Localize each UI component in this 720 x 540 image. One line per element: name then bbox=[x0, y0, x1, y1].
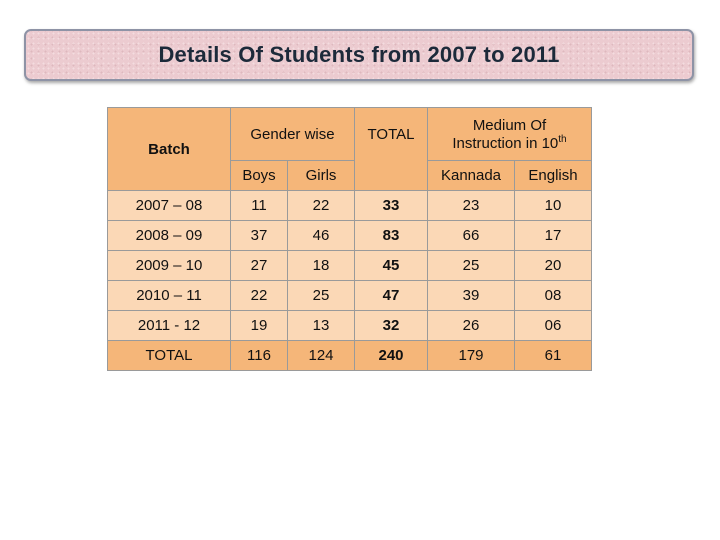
cell-batch: 2011 - 12 bbox=[107, 310, 231, 341]
header-medium: Medium Of Instruction in 10th bbox=[427, 107, 592, 161]
title-banner: Details Of Students from 2007 to 2011 bbox=[24, 29, 694, 81]
cell-kannada: 25 bbox=[427, 250, 515, 281]
header-medium-line1: Medium Of bbox=[472, 116, 547, 134]
cell-batch: 2010 – 11 bbox=[107, 280, 231, 311]
header-medium-line2: Instruction in 10 bbox=[452, 134, 559, 152]
cell-total: 45 bbox=[354, 250, 428, 281]
table-row: 2011 - 12 19 13 32 26 06 bbox=[107, 310, 592, 341]
cell-english: 17 bbox=[514, 220, 592, 251]
cell-total: 32 bbox=[354, 310, 428, 341]
table-subheader-row: Boys Girls Kannada English bbox=[108, 160, 592, 191]
cell-total-boys: 116 bbox=[230, 340, 288, 371]
header-boys: Boys bbox=[230, 160, 288, 191]
cell-total: 47 bbox=[354, 280, 428, 311]
cell-batch: 2007 – 08 bbox=[107, 190, 231, 221]
cell-kannada: 26 bbox=[427, 310, 515, 341]
cell-total: 83 bbox=[354, 220, 428, 251]
cell-girls: 22 bbox=[287, 190, 355, 221]
cell-total-label: TOTAL bbox=[107, 340, 231, 371]
header-total: TOTAL bbox=[354, 107, 428, 161]
cell-girls: 25 bbox=[287, 280, 355, 311]
table-header-row: Batch Gender wise TOTAL Medium Of Instru… bbox=[107, 107, 592, 191]
table-row: 2010 – 11 22 25 47 39 08 bbox=[107, 280, 592, 311]
cell-total-girls: 124 bbox=[287, 340, 355, 371]
page-title: Details Of Students from 2007 to 2011 bbox=[158, 42, 560, 67]
cell-english: 10 bbox=[514, 190, 592, 221]
header-batch: Batch bbox=[107, 107, 231, 191]
cell-kannada: 23 bbox=[427, 190, 515, 221]
header-total-blank bbox=[354, 160, 428, 191]
cell-boys: 37 bbox=[230, 220, 288, 251]
cell-boys: 19 bbox=[230, 310, 288, 341]
cell-girls: 13 bbox=[287, 310, 355, 341]
header-girls: Girls bbox=[287, 160, 355, 191]
table-row: 2009 – 10 27 18 45 25 20 bbox=[107, 250, 592, 281]
table-row: 2007 – 08 11 22 33 23 10 bbox=[107, 190, 592, 221]
cell-english: 08 bbox=[514, 280, 592, 311]
header-english: English bbox=[514, 160, 592, 191]
cell-grand-total: 240 bbox=[354, 340, 428, 371]
cell-english: 20 bbox=[514, 250, 592, 281]
table-row: 2008 – 09 37 46 83 66 17 bbox=[107, 220, 592, 251]
cell-boys: 22 bbox=[230, 280, 288, 311]
cell-english: 06 bbox=[514, 310, 592, 341]
cell-batch: 2009 – 10 bbox=[107, 250, 231, 281]
cell-total-english: 61 bbox=[514, 340, 592, 371]
cell-kannada: 39 bbox=[427, 280, 515, 311]
cell-batch: 2008 – 09 bbox=[107, 220, 231, 251]
students-table: Batch Gender wise TOTAL Medium Of Instru… bbox=[107, 107, 592, 371]
header-medium-sup: th bbox=[558, 133, 567, 145]
cell-kannada: 66 bbox=[427, 220, 515, 251]
cell-girls: 46 bbox=[287, 220, 355, 251]
cell-boys: 11 bbox=[230, 190, 288, 221]
header-gender-wise: Gender wise bbox=[230, 107, 355, 161]
cell-total: 33 bbox=[354, 190, 428, 221]
header-kannada: Kannada bbox=[427, 160, 515, 191]
table-total-row: TOTAL 116 124 240 179 61 bbox=[107, 340, 592, 371]
cell-total-kannada: 179 bbox=[427, 340, 515, 371]
cell-boys: 27 bbox=[230, 250, 288, 281]
cell-girls: 18 bbox=[287, 250, 355, 281]
